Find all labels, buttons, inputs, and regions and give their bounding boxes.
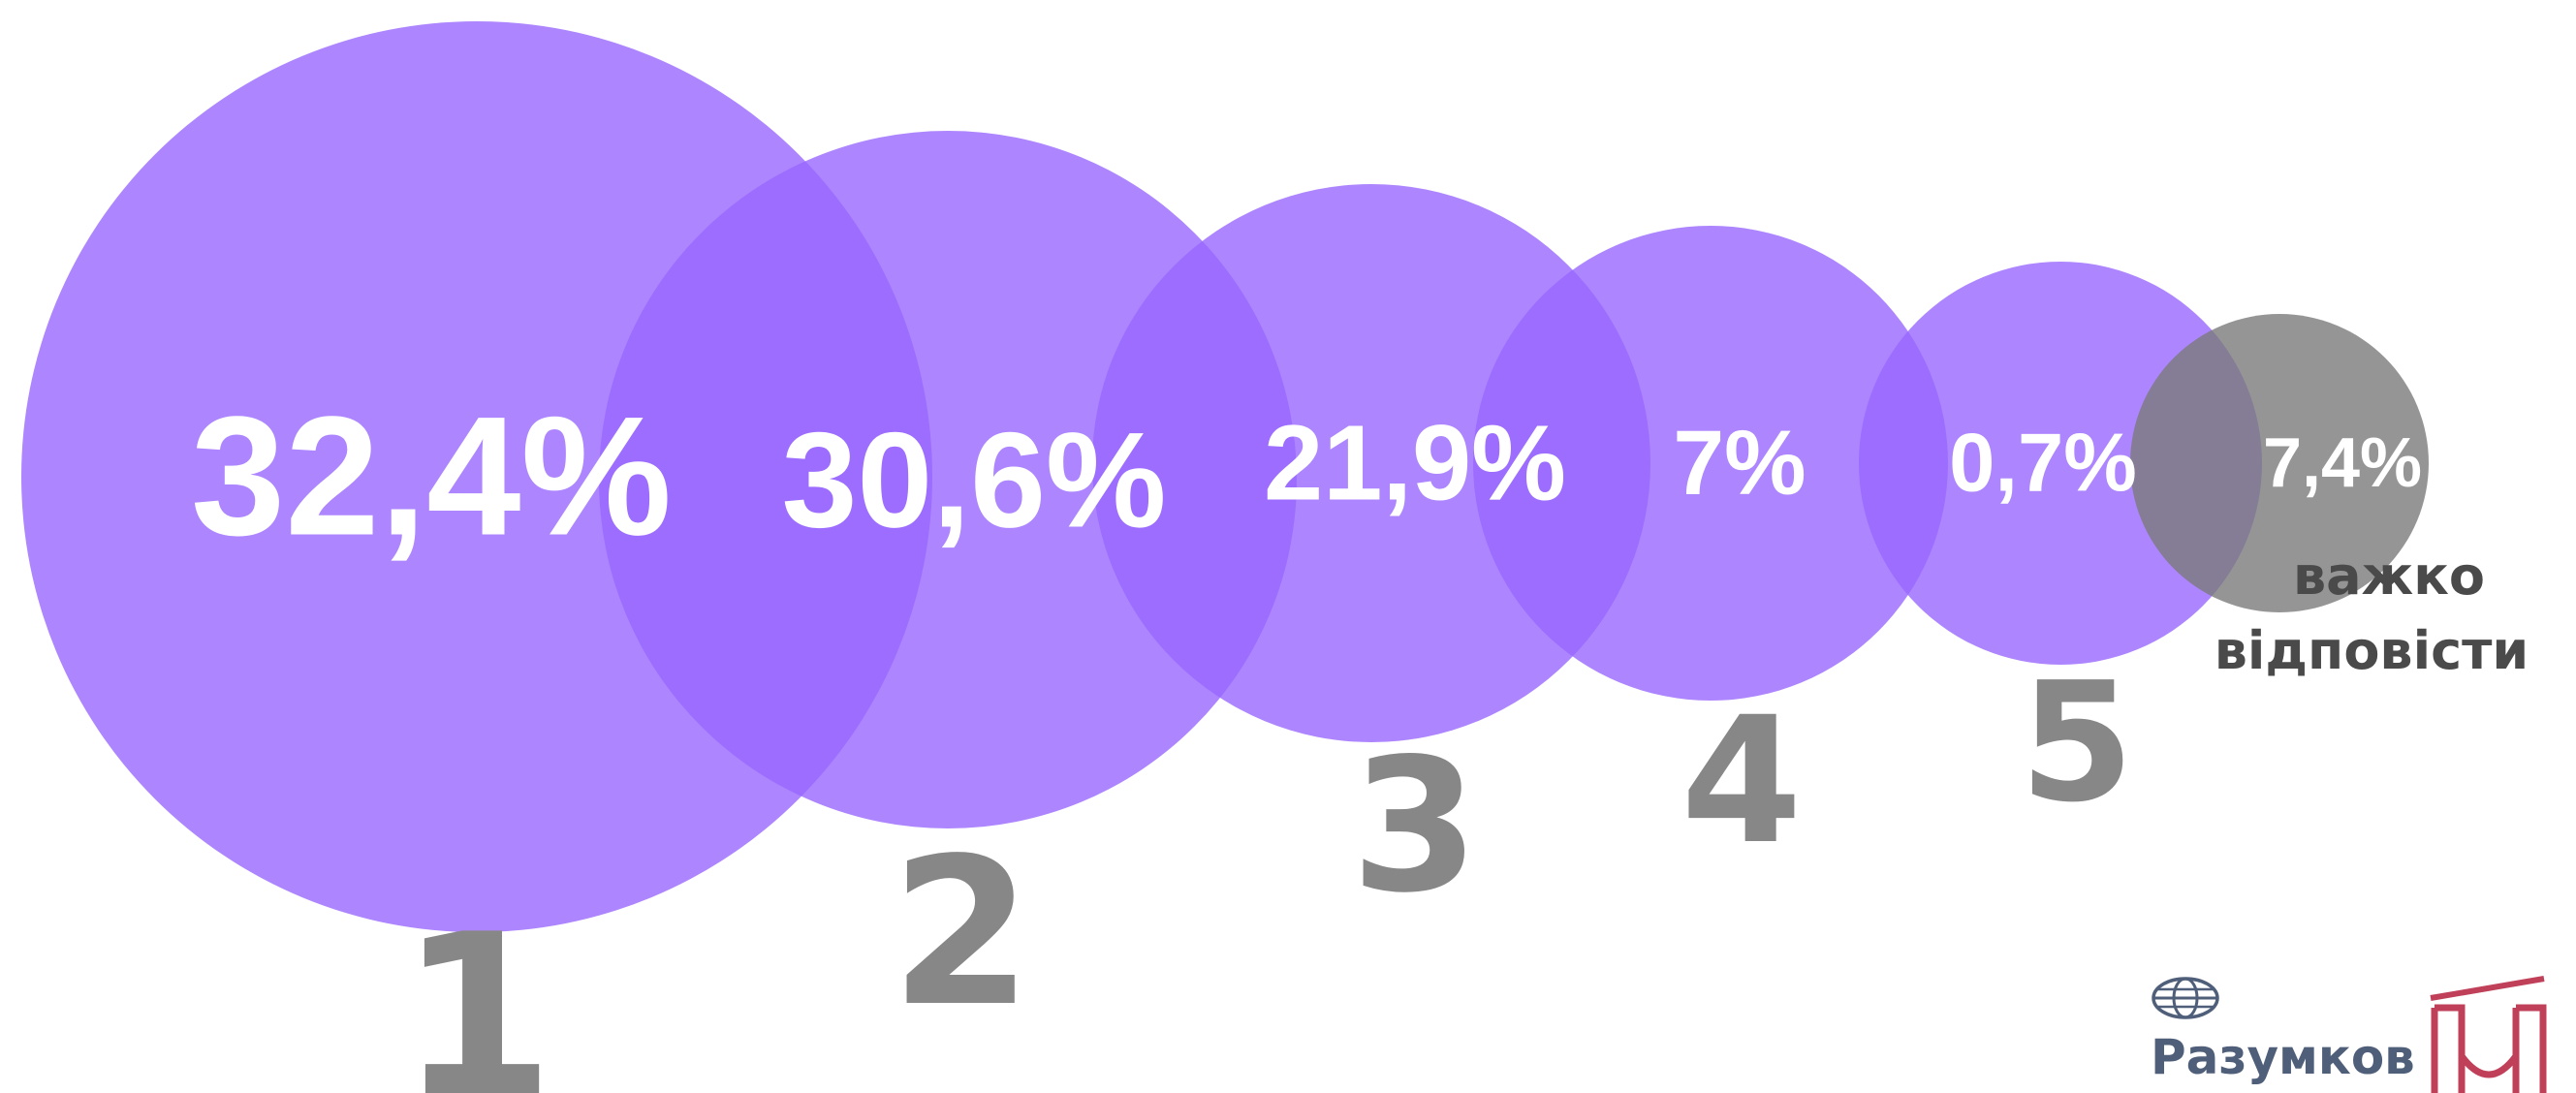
bubble-6: [2130, 314, 2429, 612]
value-labels-group: 32,4% 30,6% 21,9% 7% 0,7% 7,4%: [191, 383, 2422, 572]
rank-label-2: 2: [891, 814, 1032, 1051]
bubble-5: [1859, 262, 2262, 665]
dont-know-label-line1: важко: [2293, 546, 2485, 607]
bubble-4: [1473, 226, 1948, 701]
dont-know-label-line2: відповісти: [2215, 620, 2529, 681]
bubble-3: [1092, 184, 1650, 742]
value-label-5: 0,7%: [1949, 418, 2137, 510]
value-label-3: 21,9%: [1264, 404, 1566, 523]
logo-text: Разумков: [2151, 1029, 2415, 1085]
value-label-6: 7,4%: [2263, 424, 2422, 502]
value-label-2: 30,6%: [782, 404, 1167, 556]
value-label-1: 32,4%: [191, 383, 672, 572]
rank-label-4: 4: [1681, 680, 1802, 883]
bubble-2: [599, 131, 1297, 828]
rank-label-5: 5: [2020, 647, 2134, 839]
value-label-4: 7%: [1673, 412, 1806, 515]
globe-icon: [2152, 977, 2219, 1019]
razumkov-logo: Разумков: [2151, 976, 2547, 1093]
rank-label-3: 3: [1351, 719, 1479, 933]
book-logo-icon: [2430, 976, 2547, 1093]
bubbles-group: [21, 21, 2429, 932]
rank-label-1: 1: [399, 888, 554, 1093]
